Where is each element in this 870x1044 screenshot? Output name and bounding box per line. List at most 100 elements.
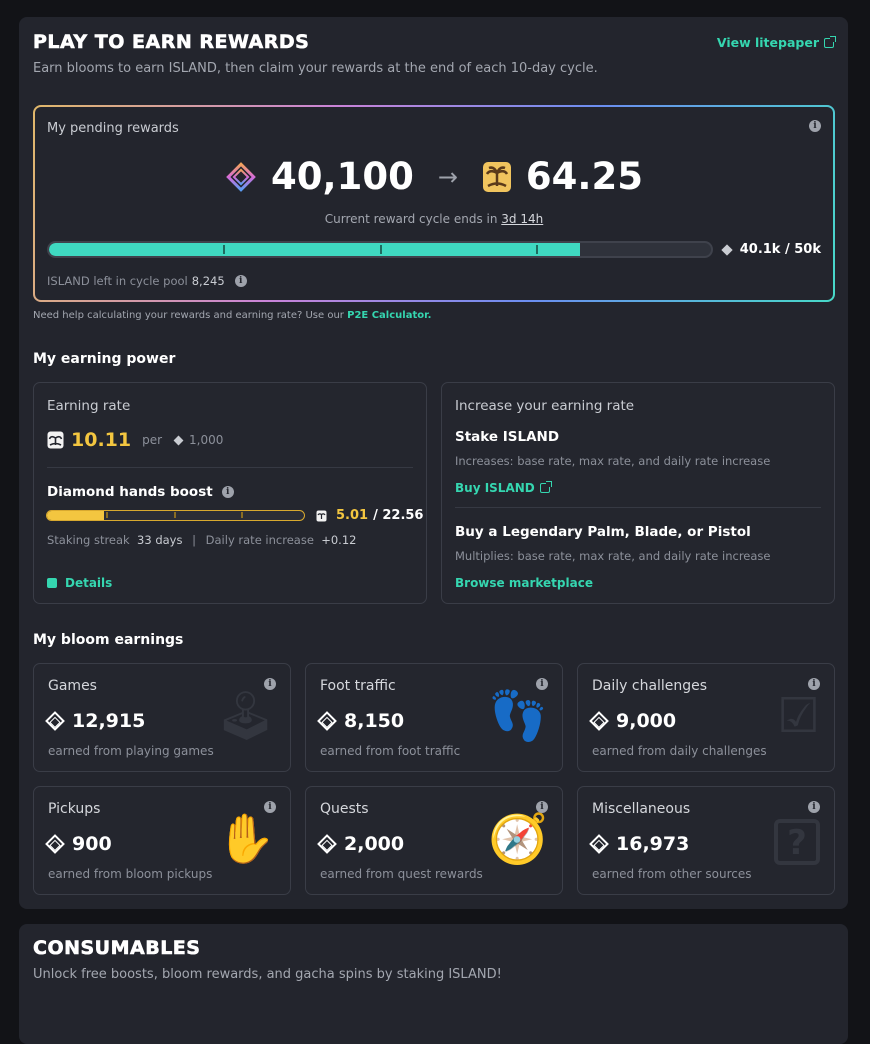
browse-marketplace-link[interactable]: Browse marketplace [455, 576, 593, 590]
bloom-stat-value: 16,973 [616, 833, 690, 855]
view-litepaper-link[interactable]: View litepaper [717, 35, 836, 50]
bloom-stat-title: Pickups [48, 801, 101, 817]
consumables-title: CONSUMABLES [33, 937, 201, 960]
bloom-stat-title: Foot traffic [320, 678, 396, 694]
bloom-icon [317, 834, 337, 854]
progress-tick [536, 245, 538, 254]
diamond-hands-row: Diamond hands boost i [47, 484, 234, 500]
p2e-calculator-link[interactable]: P2E Calculator. [347, 310, 432, 321]
external-link-icon [824, 36, 836, 48]
bloom-earnings-heading: My bloom earnings [33, 632, 184, 648]
page-subtitle: Earn blooms to earn ISLAND, then claim y… [33, 61, 598, 76]
reward-conversion: 40,100 → 64.25 [35, 155, 833, 198]
bloom-stat-subtitle: earned from daily challenges [592, 744, 767, 758]
page-title: PLAY TO EARN REWARDS [33, 31, 310, 54]
bloom-stat-subtitle: earned from other sources [592, 867, 752, 881]
bloom-icon [721, 243, 733, 256]
bloom-stat-card: ✋ Pickups i 900 earned from bloom pickups [33, 786, 291, 895]
question-box-icon: ? [774, 819, 820, 865]
progress-tick [380, 245, 382, 254]
bloom-stat-value: 12,915 [72, 710, 146, 732]
bloom-stat-title: Miscellaneous [592, 801, 691, 817]
earning-rate-value-row: 10.11 per 1,000 [47, 429, 223, 451]
cycle-progress-label: 40.1k / 50k [721, 242, 821, 257]
info-icon[interactable]: i [264, 801, 276, 813]
bloom-stat-title: Quests [320, 801, 369, 817]
increase-rate-heading: Increase your earning rate [455, 398, 635, 414]
progress-tick [241, 512, 243, 518]
pool-info: ISLAND left in cycle pool 8,245 i [47, 274, 247, 288]
bloom-gem-icon [226, 161, 256, 192]
consumables-panel: CONSUMABLES Unlock free boosts, bloom re… [19, 924, 848, 1044]
bloom-stat-card: 🕹 Games i 12,915 earned from playing games [33, 663, 291, 772]
bloom-stat-value-row: 12,915 [45, 710, 146, 732]
legendary-title: Buy a Legendary Palm, Blade, or Pistol [455, 524, 751, 540]
hands-icon: ✋ [216, 811, 276, 867]
cycle-countdown: Current reward cycle ends in 3d 14h [324, 212, 544, 226]
info-icon[interactable]: i [808, 678, 820, 690]
earning-rate-value: 10.11 [71, 429, 132, 451]
earning-rate-label: Earning rate [47, 398, 131, 414]
p2e-panel: PLAY TO EARN REWARDS View litepaper Earn… [19, 17, 848, 909]
pending-rewards-label: My pending rewards [47, 121, 179, 136]
compass-icon: 🧭 [488, 811, 548, 867]
stake-island-title: Stake ISLAND [455, 429, 560, 445]
bloom-stat-value: 8,150 [344, 710, 405, 732]
island-token-icon [47, 431, 64, 449]
bloom-stat-value: 9,000 [616, 710, 677, 732]
help-text: Need help calculating your rewards and e… [33, 310, 432, 321]
details-link[interactable]: Details [47, 576, 112, 590]
external-link-icon [539, 481, 552, 493]
bloom-icon [45, 834, 65, 854]
bloom-stat-value-row: 16,973 [589, 833, 690, 855]
pending-blooms-value: 40,100 [271, 155, 414, 198]
bloom-stat-subtitle: earned from playing games [48, 744, 214, 758]
bloom-stat-value-row: 8,150 [317, 710, 405, 732]
bloom-stat-card: ? Miscellaneous i 16,973 earned from other s… [577, 786, 835, 895]
bloom-stat-value: 900 [72, 833, 112, 855]
island-token-icon [482, 161, 511, 192]
cycle-progress-fill [49, 243, 580, 256]
consumables-subtitle: Unlock free boosts, bloom rewards, and g… [33, 967, 502, 982]
info-icon[interactable]: i [809, 120, 821, 132]
cycle-time[interactable]: 3d 14h [501, 212, 544, 226]
earning-rate-card: Earning rate 10.11 per 1,000 Diamond han… [33, 382, 427, 604]
progress-tick [174, 512, 176, 518]
info-icon[interactable]: i [264, 678, 276, 690]
footprints-icon: 👣 [488, 688, 548, 744]
boost-progress-bar [46, 510, 305, 521]
info-icon[interactable]: i [808, 801, 820, 813]
increase-rate-card: Increase your earning rate Stake ISLAND … [441, 382, 835, 604]
stake-island-desc: Increases: base rate, max rate, and dail… [455, 454, 771, 468]
info-icon[interactable]: i [536, 678, 548, 690]
divider [455, 507, 821, 508]
info-icon[interactable]: i [221, 486, 234, 498]
bloom-icon [589, 711, 609, 731]
bloom-stat-subtitle: earned from foot traffic [320, 744, 461, 758]
buy-island-link[interactable]: Buy ISLAND [455, 481, 552, 495]
bloom-stat-value-row: 9,000 [589, 710, 677, 732]
info-icon[interactable]: i [234, 275, 247, 287]
bloom-icon [45, 711, 65, 731]
joystick-icon: 🕹 [215, 688, 276, 744]
streak-row: Staking streak 33 days | Daily rate incr… [47, 533, 357, 547]
divider [47, 467, 413, 468]
boost-progress-fill [47, 511, 105, 520]
bloom-icon [173, 435, 184, 445]
bloom-icon [317, 711, 337, 731]
bloom-stat-title: Daily challenges [592, 678, 708, 694]
info-icon[interactable]: i [536, 801, 548, 813]
pending-rewards-card: My pending rewards i 40,100 → 64.25 [33, 105, 835, 302]
progress-tick [223, 245, 225, 254]
bloom-stat-subtitle: earned from bloom pickups [48, 867, 213, 881]
bloom-stat-value-row: 900 [45, 833, 112, 855]
bloom-stat-title: Games [48, 678, 97, 694]
bloom-stat-card: 🧭 Quests i 2,000 earned from quest rewards [305, 786, 563, 895]
bloom-stat-value: 2,000 [344, 833, 405, 855]
checklist-icon: ☑ [776, 688, 820, 744]
pending-island-value: 64.25 [525, 155, 643, 198]
bloom-stat-card: 👣 Foot traffic i 8,150 earned from foot traf… [305, 663, 563, 772]
arrow-right-icon: → [437, 162, 458, 191]
bloom-stat-subtitle: earned from quest rewards [320, 867, 483, 881]
bloom-icon [589, 834, 609, 854]
